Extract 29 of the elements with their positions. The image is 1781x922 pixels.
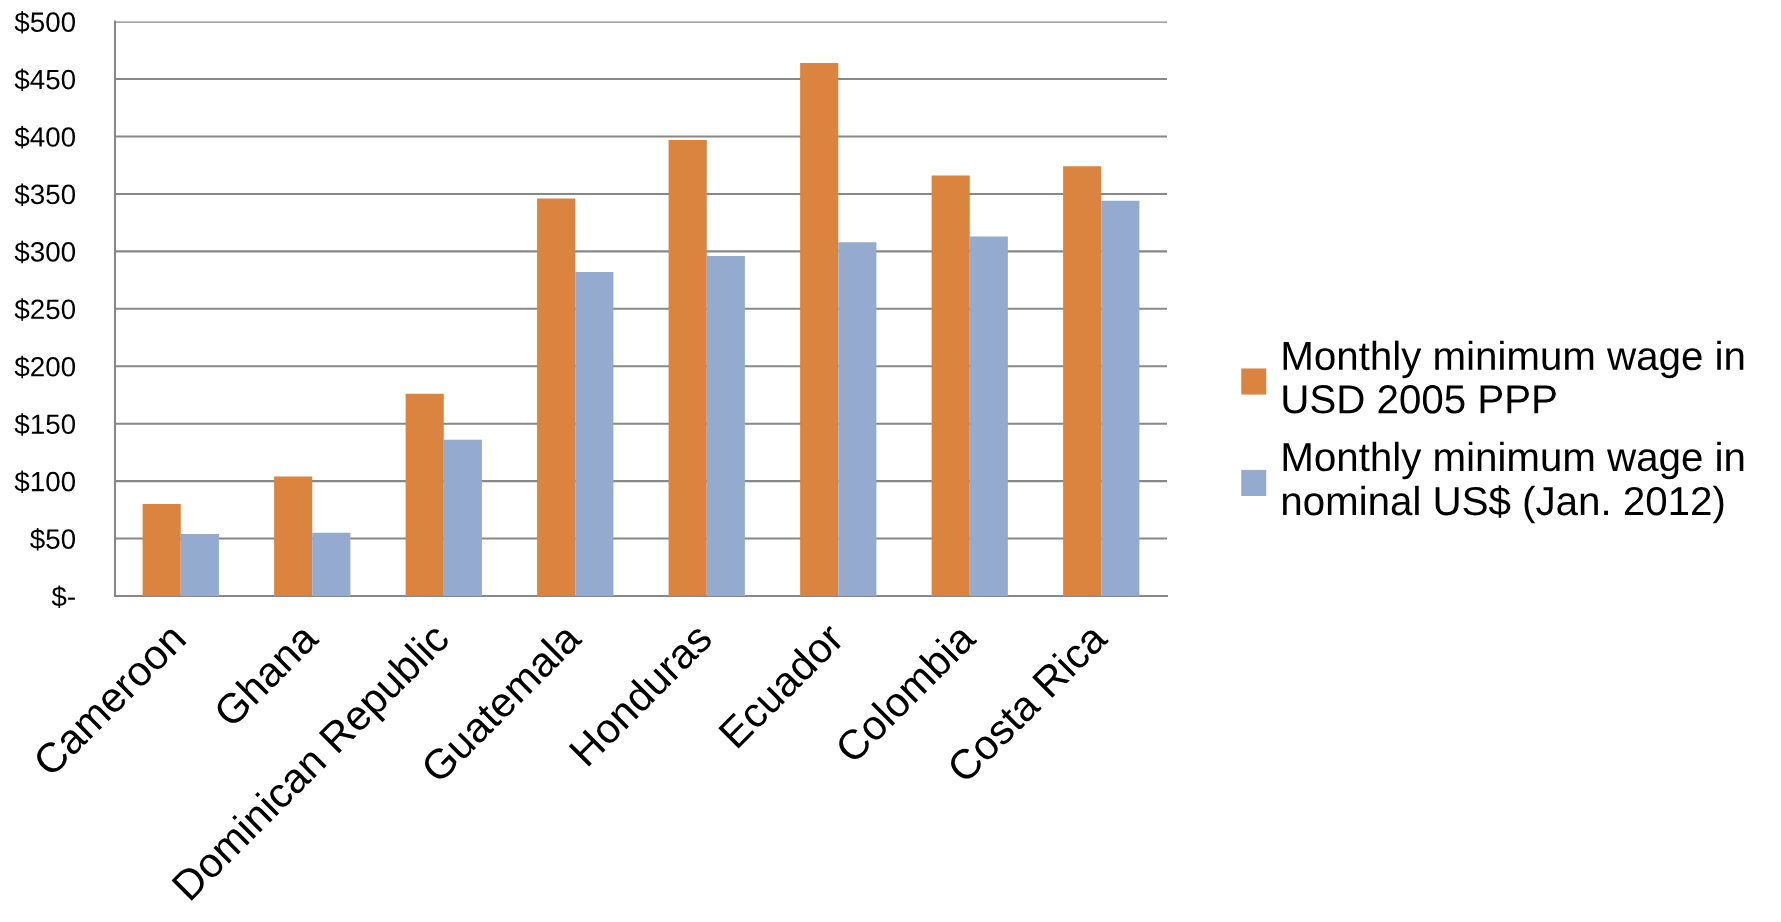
bar: [274, 476, 313, 596]
bar: [838, 242, 877, 596]
bar: [312, 532, 351, 596]
y-tick-label: $100: [14, 470, 76, 494]
y-tick-label: $150: [14, 413, 76, 436]
y-tick-label: $50: [30, 528, 76, 551]
bar: [668, 139, 707, 596]
y-tick-label: $350: [14, 183, 76, 206]
y-tick-label: $500: [14, 11, 76, 34]
bar: [537, 198, 576, 596]
bar: [706, 255, 745, 596]
legend-label: Monthly minimum wage in USD 2005 PPP: [1283, 340, 1744, 414]
bar: [575, 272, 614, 596]
y-tick-label: $400: [14, 125, 76, 149]
y-tick-label: $250: [14, 298, 76, 321]
legend-label: Monthly minimum wage in nominal US$ (Jan. 2012): [1282, 441, 1744, 524]
y-tick-label: $300: [14, 240, 76, 264]
bar: [1101, 200, 1140, 596]
bar: [969, 236, 1008, 596]
y-tick-label: $450: [14, 68, 76, 92]
bar: [1063, 166, 1102, 596]
bar: [931, 175, 970, 596]
bar: [443, 439, 482, 596]
bar: [180, 533, 219, 596]
bar: [405, 393, 444, 596]
bar: [800, 62, 839, 596]
y-tick-label: $-: [51, 585, 75, 608]
bar: [142, 504, 181, 596]
y-tick-label: $200: [14, 355, 76, 379]
